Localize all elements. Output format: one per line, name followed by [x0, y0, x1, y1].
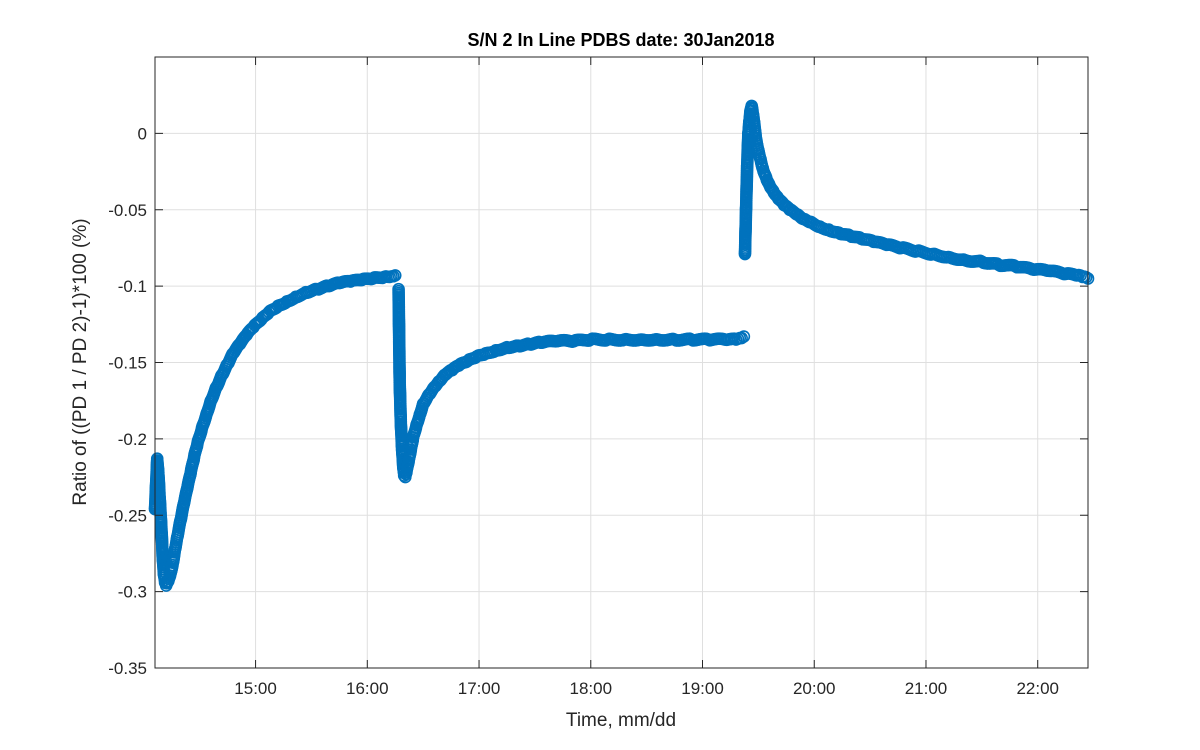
x-tick-label: 17:00: [458, 679, 501, 698]
x-tick-labels: 15:00 16:00 17:00 18:00 19:00 20:00 21:00 22:00: [234, 679, 1059, 698]
plot-area: 15:00 16:00 17:00 18:00 19:00 20:00 21:00 22:00…: [108, 56, 1095, 698]
x-tick-label: 22:00: [1016, 679, 1059, 698]
data-point: [381, 270, 395, 284]
y-tick-label: 0: [138, 124, 147, 143]
series-segment-3: [738, 99, 1095, 285]
y-tick-label: -0.15: [108, 354, 147, 373]
y-tick-label: -0.3: [118, 583, 147, 602]
y-tick-label: -0.2: [118, 430, 147, 449]
y-tick-label: -0.25: [108, 506, 147, 525]
x-tick-label: 15:00: [234, 679, 277, 698]
data-points: [148, 99, 1095, 592]
data-point: [733, 331, 747, 345]
tick-marks: [155, 57, 1088, 669]
y-tick-labels: 0 -0.05 -0.1 -0.15 -0.2 -0.25 -0.3 -0.35: [108, 124, 147, 678]
x-tick-label: 19:00: [681, 679, 724, 698]
x-tick-label: 18:00: [569, 679, 612, 698]
data-point: [1079, 271, 1093, 284]
y-tick-label: -0.35: [108, 659, 147, 678]
y-tick-label: -0.1: [118, 277, 147, 296]
y-tick-label: -0.05: [108, 201, 147, 220]
chart-title: S/N 2 In Line PDBS date: 30Jan2018: [467, 30, 774, 50]
data-point: [387, 269, 400, 283]
x-tick-label: 21:00: [905, 679, 948, 698]
data-point: [249, 317, 263, 331]
x-tick-label: 20:00: [793, 679, 836, 698]
data-point: [727, 332, 741, 346]
y-axis-label: Ratio of ((PD 1 / PD 2)-1)*100 (%): [70, 218, 91, 505]
x-axis-label: Time, mm/dd: [566, 710, 676, 731]
series-segment-2: [392, 282, 751, 484]
x-tick-label: 16:00: [346, 679, 389, 698]
